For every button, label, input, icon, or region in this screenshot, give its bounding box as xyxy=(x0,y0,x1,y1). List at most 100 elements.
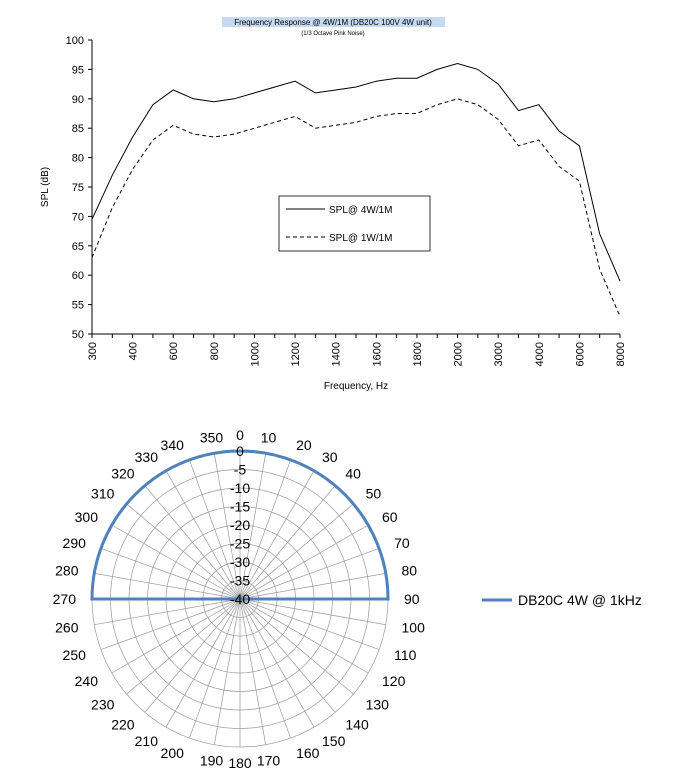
y-tick-label: 75 xyxy=(72,182,84,194)
y-tick-label: 50 xyxy=(72,329,84,341)
angle-tick-label: 80 xyxy=(402,563,418,579)
polar-spoke xyxy=(239,598,315,728)
polar-legend-label: DB20C 4W @ 1kHz xyxy=(518,592,642,608)
polar-spoke xyxy=(239,459,291,600)
polar-grid xyxy=(91,450,389,748)
line-series-group xyxy=(91,62,621,317)
polar-spoke xyxy=(239,598,336,713)
x-tick-label: 2000 xyxy=(453,342,465,366)
y-tick-label: 100 xyxy=(66,35,84,47)
angle-tick-label: 310 xyxy=(91,486,115,502)
angle-tick-label: 190 xyxy=(200,753,224,769)
radial-tick-labels: 0 -5 -10 -15 -20 -25 -30 -35 -40 xyxy=(230,443,250,607)
radial-tick-label: -10 xyxy=(230,480,250,496)
polar-spoke xyxy=(100,548,241,600)
angle-tick-label: 160 xyxy=(296,745,320,761)
polar-spoke xyxy=(239,598,267,745)
angle-tick-label: 350 xyxy=(200,430,224,446)
y-tick-labels: 50 55 60 65 70 75 80 85 90 95 100 xyxy=(66,35,84,341)
angle-tick-label: 340 xyxy=(161,437,185,453)
y-tick-label: 90 xyxy=(72,94,84,106)
x-tick-label: 3000 xyxy=(493,342,505,366)
chart-subtitle: (1/3 Octave Pink Noise) xyxy=(301,31,364,37)
y-tick-label: 85 xyxy=(72,123,84,135)
polar-spoke xyxy=(126,503,241,600)
polar-spoke xyxy=(100,598,241,650)
angle-tick-label: 40 xyxy=(345,465,361,481)
polar-spoke xyxy=(239,572,386,600)
polar-spoke xyxy=(165,598,241,728)
angle-tick-label: 200 xyxy=(161,745,185,761)
angle-tick-label: 0 xyxy=(236,427,244,443)
polar-spoke xyxy=(239,470,315,600)
polar-spoke xyxy=(239,485,336,600)
angle-tick-label: 150 xyxy=(322,733,346,749)
angle-tick-label: 50 xyxy=(366,486,382,502)
radial-tick-label: 0 xyxy=(236,443,244,459)
y-tick-label: 55 xyxy=(72,300,84,312)
radial-tick-label: -15 xyxy=(230,499,250,515)
angle-tick-label: 300 xyxy=(75,509,99,525)
angle-tick-label: 120 xyxy=(382,673,406,689)
polar-series-group xyxy=(90,449,390,601)
x-tick-label: 400 xyxy=(128,342,140,360)
chart-title: Frequency Response @ 4W/1M (DB20C 100V 4… xyxy=(234,18,432,27)
line-chart-axes xyxy=(88,39,621,338)
y-tick-label: 65 xyxy=(72,241,84,253)
polar-spoke xyxy=(165,470,241,600)
title-highlight xyxy=(222,17,445,27)
angle-tick-label: 330 xyxy=(135,449,159,465)
angle-tick-label: 60 xyxy=(382,509,398,525)
angle-tick-label: 280 xyxy=(55,563,79,579)
polar-spoke xyxy=(111,598,241,674)
polar-spoke xyxy=(239,598,386,626)
polar-spoke xyxy=(94,572,241,600)
polar-spoke xyxy=(111,524,241,600)
polar-spoke xyxy=(239,524,369,600)
x-tick-label: 1800 xyxy=(412,342,424,366)
radial-tick-label: -25 xyxy=(230,536,250,552)
polar-spoke xyxy=(144,485,241,600)
y-tick-label: 60 xyxy=(72,270,84,282)
polar-spoke xyxy=(189,459,241,600)
angle-tick-label: 210 xyxy=(135,733,159,749)
series-line-1w xyxy=(91,98,621,317)
y-axis-label: SPL (dB) xyxy=(40,167,51,207)
y-tick-label: 70 xyxy=(72,211,84,223)
polar-spoke xyxy=(239,598,354,695)
polar-series-trace xyxy=(90,449,390,601)
polar-spoke xyxy=(126,598,241,695)
polar-spoke xyxy=(213,453,241,600)
polar-spoke xyxy=(239,503,354,600)
series-line-4w xyxy=(91,62,621,282)
x-tick-label: 8000 xyxy=(615,342,627,366)
radial-tick-label: -5 xyxy=(234,462,247,478)
angle-tick-label: 130 xyxy=(366,696,390,712)
angle-tick-label: 250 xyxy=(63,647,87,663)
angle-tick-label: 230 xyxy=(91,696,115,712)
angle-tick-label: 30 xyxy=(322,449,338,465)
angle-tick-label: 170 xyxy=(257,753,281,769)
polar-spoke xyxy=(144,598,241,713)
x-axis-label: Frequency, Hz xyxy=(324,381,388,392)
radial-tick-label: -20 xyxy=(230,517,250,533)
angle-tick-label: 10 xyxy=(261,430,277,446)
legend-label-4w: SPL@ 4W/1M xyxy=(329,205,393,216)
polar-spoke xyxy=(239,548,380,600)
radial-tick-label: -40 xyxy=(230,591,250,607)
x-tick-labels: 300 400 600 800 1000 1200 1400 1600 1800 2000 3000… xyxy=(87,342,627,366)
x-tick-label: 800 xyxy=(209,342,221,360)
polar-spoke xyxy=(239,598,369,674)
angle-tick-label: 90 xyxy=(404,591,420,607)
angle-tick-label: 260 xyxy=(55,620,79,636)
polar-spoke xyxy=(189,598,241,739)
angle-tick-label: 270 xyxy=(53,591,77,607)
angle-tick-label: 140 xyxy=(345,717,369,733)
angle-tick-label: 20 xyxy=(296,437,312,453)
line-legend: SPL@ 4W/1M SPL@ 1W/1M xyxy=(278,195,431,252)
angle-tick-label: 110 xyxy=(394,647,417,663)
polar-spoke xyxy=(239,598,380,650)
x-tick-label: 1400 xyxy=(331,342,343,366)
